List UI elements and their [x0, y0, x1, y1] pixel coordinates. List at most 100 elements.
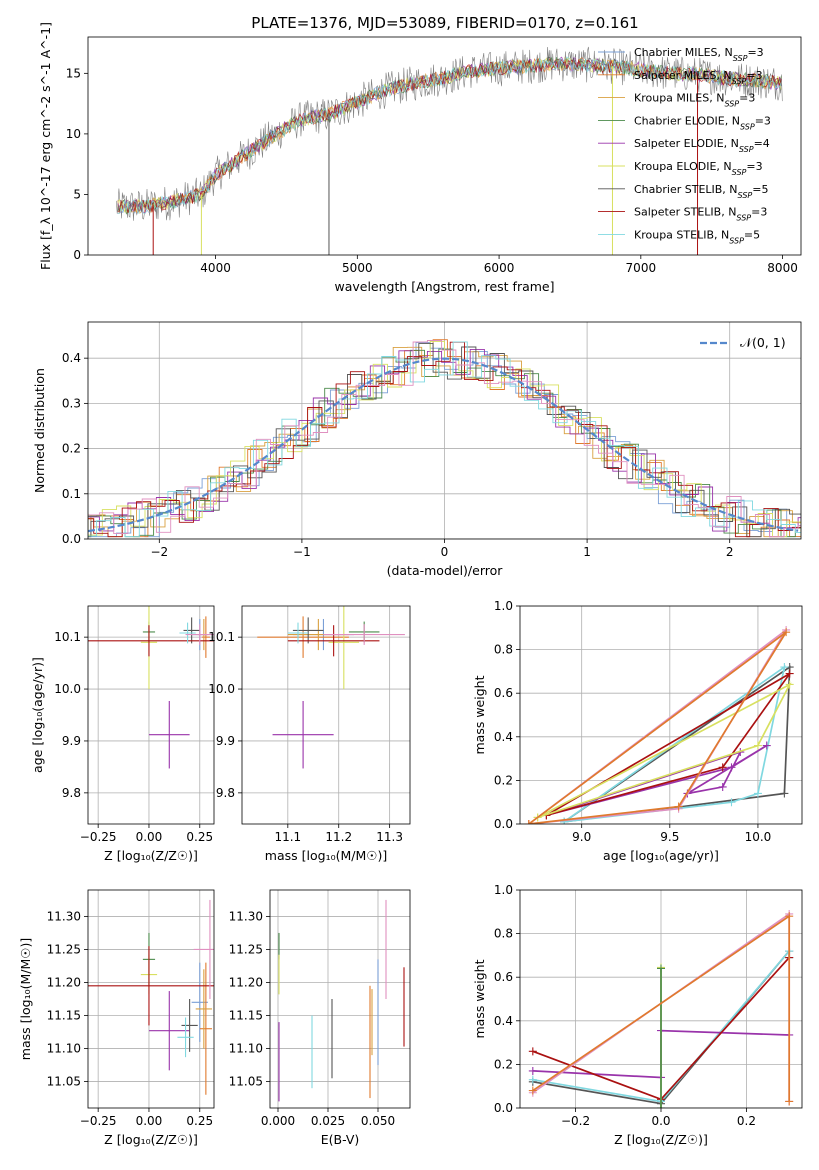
y-tick-label: 0.6 — [494, 686, 513, 700]
errorbar-point-pink — [185, 624, 214, 645]
axes-frame — [87, 605, 215, 825]
legend-subscript: SSP — [729, 236, 744, 245]
mass-weight-marker — [528, 1075, 537, 1084]
legend-entry: Kroupa ELODIE, NSSP=3 — [634, 160, 763, 177]
x-tick-label: 10.0 — [745, 830, 772, 844]
legend-label: Chabrier ELODIE, N — [634, 114, 740, 127]
errorbar-point-kroupa_stelib — [177, 1017, 194, 1058]
legend-label: Salpeter ELODIE, N — [634, 137, 739, 150]
x-tick-label: 0.00 — [136, 1114, 163, 1128]
plot-area — [520, 890, 802, 1108]
observed-spectrum — [116, 46, 783, 221]
errorbar-point-salpeter_stelib — [88, 946, 214, 1026]
legend-count: =3 — [739, 92, 755, 105]
x-tick-label: 0.050 — [361, 1114, 395, 1128]
figure-title: PLATE=1376, MJD=53089, FIBERID=0170, z=0… — [251, 14, 638, 32]
axes-residuals: −2 −1 0 1 2 0.0 0.1 0.2 0.3 0.4 (data-model)/error… — [32, 321, 802, 578]
y-tick-label: 0.0 — [62, 532, 81, 546]
mass-weight-marker — [657, 1104, 665, 1108]
legend-label: Chabrier STELIB, N — [634, 183, 738, 196]
x-tick-label: 1 — [583, 545, 591, 559]
axes-mass_vs_EBV: 0.000 0.025 0.050 11.05 11.10 11.15 11.20 11.25… — [229, 889, 411, 1147]
y-tick-label: 0.2 — [62, 442, 81, 456]
x-tick-label: 7000 — [626, 261, 657, 275]
y-tick-label: 15 — [66, 66, 81, 80]
y-axis-label: Normed distribution — [32, 368, 47, 493]
legend-count: =3 — [751, 206, 767, 219]
x-tick-label: 8000 — [767, 261, 798, 275]
residuals-legend: 𝒩(0, 1) — [700, 335, 786, 350]
y-tick-label: 0 — [73, 248, 81, 262]
y-tick-label: 0.3 — [62, 396, 81, 410]
y-tick-label: 11.05 — [47, 1075, 81, 1089]
y-tick-label: 5 — [73, 187, 81, 201]
errorbar-point-pink — [193, 899, 214, 999]
mass-weight-marker — [753, 789, 762, 798]
y-tick-label: 0.6 — [494, 970, 513, 984]
x-tick-label: 0 — [441, 545, 449, 559]
y-tick-label: 0.4 — [494, 730, 513, 744]
y-tick-label: 11.20 — [229, 975, 263, 989]
y-tick-label: 0.1 — [62, 487, 81, 501]
errorbar-point-salpeter_miles — [199, 962, 212, 1095]
x-tick-label: 11.2 — [325, 830, 352, 844]
x-tick-label: −2 — [150, 545, 168, 559]
residual-histogram-chabrier_stelib — [88, 342, 801, 538]
mass-weight-marker — [785, 680, 794, 689]
legend-count: =5 — [752, 183, 768, 196]
y-axis-label: mass [log₁₀(M/M☉)] — [18, 938, 33, 1060]
errorbar-point-salpeter_elodie — [148, 700, 190, 769]
x-tick-label: 0.25 — [186, 1114, 213, 1128]
mass-weight-marker — [780, 789, 789, 798]
y-tick-label: 11.25 — [47, 942, 81, 956]
x-axis-label: mass [log₁₀(M/M☉)] — [265, 848, 387, 863]
x-tick-label: −0.25 — [80, 830, 117, 844]
mass-weight-marker — [762, 741, 771, 750]
y-tick-label: 11.10 — [47, 1042, 81, 1056]
legend-label: Kroupa MILES, N — [634, 92, 724, 105]
mass-weight-marker — [528, 1086, 537, 1095]
x-axis-label: (data-model)/error — [387, 563, 504, 578]
legend-entry: Chabrier MILES, NSSP=3 — [634, 46, 764, 63]
x-tick-label: 6000 — [484, 261, 515, 275]
legend-entry: Salpeter STELIB, NSSP=3 — [634, 206, 767, 223]
legend-label: Salpeter MILES, N — [634, 69, 732, 82]
residual-histogram-salpeter_stelib — [88, 341, 801, 538]
legend-subscript: SSP — [733, 54, 748, 63]
y-tick-label: 9.8 — [62, 786, 81, 800]
y-tick-label: 1.0 — [494, 599, 513, 613]
axes-massweight_vs_age: 9.0 9.5 10.0 0.0 0.2 0.4 0.6 0.8 1.0 age [log₁₀(a… — [472, 599, 803, 863]
axes-frame — [87, 36, 802, 256]
y-tick-label: 11.30 — [47, 909, 81, 923]
errorbar-point-chabrier_stelib — [181, 999, 198, 1052]
mass-weight-marker — [718, 782, 727, 791]
mass-weight-marker — [657, 964, 665, 973]
x-axis-label: E(B-V) — [321, 1132, 360, 1147]
y-tick-label: 11.05 — [229, 1075, 263, 1089]
x-tick-label: 0.025 — [311, 1114, 345, 1128]
y-tick-label: 0.8 — [494, 643, 513, 657]
x-tick-label: 9.0 — [572, 830, 591, 844]
y-tick-label: 0.0 — [494, 817, 513, 831]
mass-weight-series-salpeter_miles — [528, 631, 787, 824]
legend-count: =3 — [755, 114, 771, 127]
plot-area — [520, 606, 802, 824]
legend-count: =3 — [746, 69, 762, 82]
y-axis-label: age [log₁₀(age/yr)] — [30, 657, 45, 773]
x-axis-label: Z [log₁₀(Z/Z☉)] — [104, 848, 198, 863]
axes-frame — [241, 605, 411, 825]
y-tick-label: 0.2 — [494, 1057, 513, 1071]
y-tick-label: 10.1 — [54, 630, 81, 644]
y-tick-label: 0.2 — [494, 773, 513, 787]
y-tick-label: 10.0 — [208, 682, 235, 696]
y-tick-label: 9.8 — [216, 786, 235, 800]
y-tick-label: 0.4 — [62, 351, 81, 365]
legend-label: Kroupa ELODIE, N — [634, 160, 732, 173]
legend-label: Chabrier MILES, N — [634, 46, 733, 59]
legend-subscript: SSP — [739, 145, 754, 154]
errorbar-point-kroupa_stelib — [179, 622, 196, 644]
mass-weight-marker — [785, 669, 794, 678]
mass-weight-series-kroupa_elodie — [537, 682, 792, 819]
